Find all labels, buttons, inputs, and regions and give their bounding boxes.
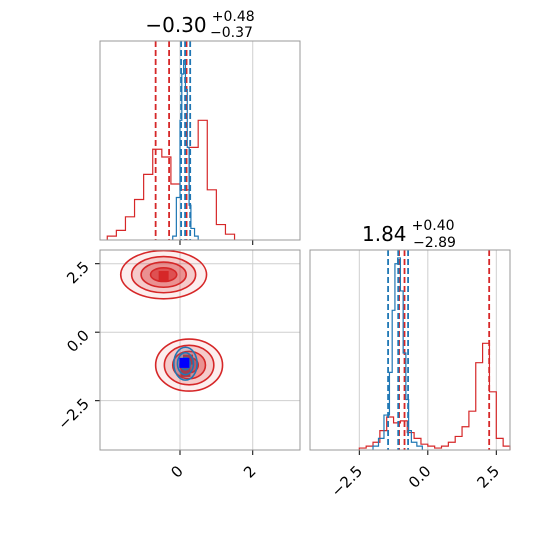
joint-y-tick-label: −2.5 <box>54 395 92 433</box>
marginal-y-panel: −2.5 0.0 2.5 <box>309 249 511 501</box>
joint-y-tick-label: 2.5 <box>63 258 93 288</box>
joint-y-tick-label: 0.0 <box>63 326 93 356</box>
joint-x-tick-label: 0 <box>167 462 186 481</box>
joint-marker <box>179 357 190 368</box>
marginal-y-histogram-0 <box>358 342 511 450</box>
marginal-x-histogram-1 <box>172 59 199 240</box>
marginal-y-frame <box>309 249 511 451</box>
joint-x-tick-label: 2 <box>240 462 259 481</box>
marginal-y-title-minus: −2.89 <box>413 235 456 251</box>
marginal-x-title-median: −0.30 <box>145 13 206 37</box>
marginal-x-panel <box>99 40 301 245</box>
marginal-x-frame <box>99 40 301 241</box>
marginal-y-tick-label: 0.0 <box>405 462 435 492</box>
joint-marker <box>158 271 169 282</box>
marginal-x-title-plus: +0.48 <box>212 9 255 25</box>
marginal-y-title-plus: +0.40 <box>412 218 455 234</box>
joint-panel: 0 2 2.5 0.0 −2.5 <box>54 249 301 482</box>
marginal-x-histogram-0 <box>106 119 236 240</box>
marginal-y-histogram-1 <box>372 257 423 450</box>
joint-marker <box>180 366 191 377</box>
marginal-y-tick-label: −2.5 <box>328 462 366 500</box>
joint-frame <box>99 249 301 451</box>
marginal-y-title-median: 1.84 <box>362 222 407 246</box>
marginal-x-title: −0.30 +0.48 <box>145 9 254 37</box>
marginal-x-title-minus: −0.37 <box>210 25 253 41</box>
marginal-y-tick-label: 2.5 <box>474 462 504 492</box>
marginal-y-title: 1.84 +0.40 <box>362 218 455 246</box>
